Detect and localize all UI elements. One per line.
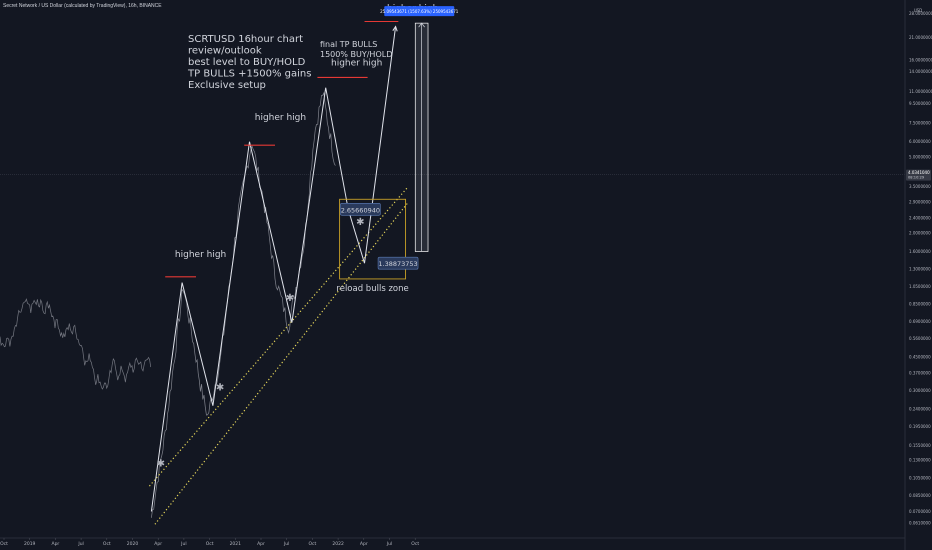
time-tick-label: Oct xyxy=(411,541,419,547)
price-tick-label: 6.0000000 xyxy=(909,139,931,144)
price-tick-label: 16.0000000 xyxy=(909,58,932,63)
time-tick-label: Oct xyxy=(0,541,8,547)
accumulation-star-3[interactable]: ✱ xyxy=(286,293,294,304)
final-tp-text-2[interactable]: 1500% BUY/HOLD xyxy=(320,50,392,59)
accumulation-star-2[interactable]: ✱ xyxy=(216,383,224,394)
time-tick-label: Oct xyxy=(309,541,317,547)
time-tick-label: 2019 xyxy=(24,541,36,547)
time-tick-label: Apr xyxy=(257,541,265,547)
price-tick-label: 9.5000000 xyxy=(909,101,931,106)
time-tick-label: Oct xyxy=(103,541,111,547)
time-tick-label: Apr xyxy=(360,541,368,547)
price-tick-label: 0.2400000 xyxy=(909,407,931,412)
higher-high-label-2[interactable]: higher high xyxy=(255,113,306,123)
price-tick-label: 0.3700000 xyxy=(909,371,931,376)
price-tick-label: 0.6900000 xyxy=(909,319,931,324)
current-price-value: 4.0341040 xyxy=(908,170,930,175)
price-tick-label: 2.9000000 xyxy=(909,200,931,205)
price-tick-label: 0.1300000 xyxy=(909,458,931,463)
reload-zone-label[interactable]: reload bulls zone xyxy=(336,284,408,294)
price-tick-label: 5.0000000 xyxy=(909,154,931,159)
final-tp-text-1[interactable]: final TP BULLS xyxy=(320,40,377,49)
time-tick-label: 2020 xyxy=(127,541,139,547)
price-tick-label: 3.5000000 xyxy=(909,184,931,189)
price-callout-box-1[interactable] xyxy=(340,202,381,216)
price-tick-label: 0.0700000 xyxy=(909,509,931,514)
time-tick-label: Jul xyxy=(180,541,186,547)
price-tick-label: 7.5000000 xyxy=(909,121,931,126)
time-tick-label: Apr xyxy=(154,541,162,547)
time-tick-label: 2021 xyxy=(230,541,242,547)
current-price-badge xyxy=(906,169,931,181)
projection-path[interactable] xyxy=(150,26,397,512)
price-tick-label: 0.8500000 xyxy=(909,302,931,307)
accumulation-star-4[interactable]: ✱ xyxy=(356,217,364,228)
price-series-layer xyxy=(0,91,336,518)
price-tick-label: 21.0000000 xyxy=(909,35,932,40)
time-tick-label: Apr xyxy=(52,541,60,547)
reload-zone-box[interactable] xyxy=(339,198,407,280)
note-line-5[interactable]: Exclusive setup xyxy=(188,80,266,91)
time-tick-label: Jul xyxy=(386,541,392,547)
price-tick-label: 11.0000000 xyxy=(909,89,932,94)
price-tick-label: 0.0850000 xyxy=(909,493,931,498)
price-tick-label: 0.0610000 xyxy=(909,520,931,525)
projection-arrowhead xyxy=(392,25,398,32)
price-tick-label: 1.6000000 xyxy=(909,249,931,254)
price-tick-label: 0.1950000 xyxy=(909,424,931,429)
price-callout-box-2[interactable] xyxy=(377,256,419,270)
price-tick-label: 28.0000000 xyxy=(909,11,932,16)
time-tick-label: Oct xyxy=(206,541,214,547)
price-tick-label: 1.0500000 xyxy=(909,284,931,289)
price-tick-label: 2.4000000 xyxy=(909,215,931,220)
price-tick-label: 1.3000000 xyxy=(909,266,931,271)
accumulation-star-1[interactable]: ✱ xyxy=(157,459,165,470)
price-tick-label: 0.3000000 xyxy=(909,388,931,393)
price-axis-panel[interactable] xyxy=(905,0,932,550)
note-line-4[interactable]: TP BULLS +1500% gains xyxy=(187,69,311,80)
price-callout-text-2: 1.38873753 xyxy=(378,260,417,268)
time-tick-label: Jul xyxy=(283,541,289,547)
measure-label-text: 25.09543671 (1507.63%) 2509543671 xyxy=(380,9,459,14)
higher-high-label-3[interactable]: higher high xyxy=(331,59,382,69)
time-tick-label: 2022 xyxy=(332,541,344,547)
price-tick-label: 0.1050000 xyxy=(909,475,931,480)
higher-high-label-1[interactable]: higher high xyxy=(175,250,226,260)
symbol-header: Secret Network / US Dollar (calculated b… xyxy=(3,3,162,9)
time-tick-label: Jul xyxy=(77,541,83,547)
price-tick-label: 0.1550000 xyxy=(909,443,931,448)
note-line-3[interactable]: best level to BUY/HOLD xyxy=(188,57,306,68)
price-tick-label: 0.4500000 xyxy=(909,354,931,359)
price-series-early xyxy=(0,298,152,390)
price-callout-text-1: 2.65660940 xyxy=(341,206,380,214)
price-axis-unit: USD xyxy=(914,8,923,13)
measure-arrowhead xyxy=(418,22,425,28)
measure-label-badge xyxy=(384,6,455,17)
price-tick-label: 14.0000000 xyxy=(909,69,932,74)
support-trendline-1[interactable] xyxy=(148,186,409,487)
note-line-2[interactable]: review/outlook xyxy=(188,46,262,57)
current-price-time: 08:10:29 xyxy=(908,176,925,180)
price-tick-label: 2.0000000 xyxy=(909,230,931,235)
note-line-1[interactable]: SCRTUSD 16hour chart xyxy=(188,34,303,45)
price-tick-label: 0.5600000 xyxy=(909,336,931,341)
